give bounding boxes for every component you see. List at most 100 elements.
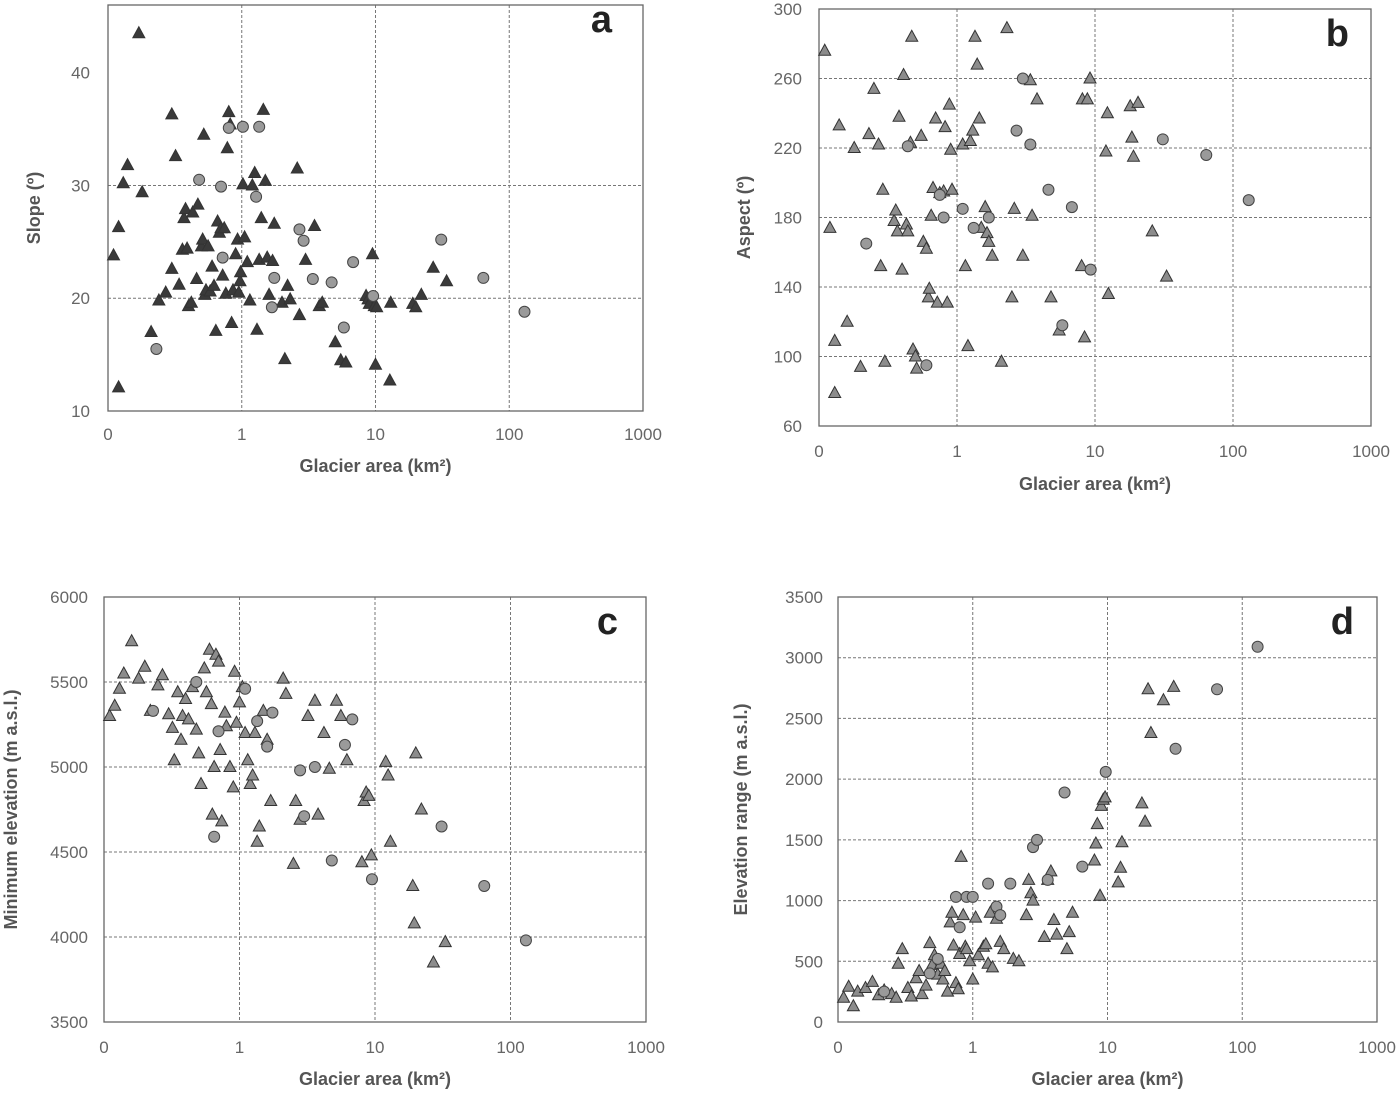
y-axis-title: Aspect (º)	[734, 176, 754, 260]
circle-point	[216, 251, 229, 264]
triangle-point	[904, 988, 919, 1002]
triangle-point	[1087, 852, 1102, 866]
circle-point	[878, 985, 891, 998]
triangle-point	[865, 974, 880, 987]
triangle-point	[827, 333, 842, 346]
panel-label: c	[597, 601, 618, 643]
x-tick-label: 1000	[1352, 442, 1390, 461]
triangle-point	[205, 807, 220, 820]
triangle-point	[378, 754, 393, 767]
triangle-point	[426, 954, 441, 968]
triangle-point	[276, 671, 291, 684]
triangle-point	[1077, 329, 1092, 343]
circle-point	[306, 273, 319, 286]
triangle-point	[298, 252, 313, 265]
circle-point	[1169, 742, 1182, 755]
triangle-point	[311, 807, 325, 820]
triangle-point	[328, 334, 343, 348]
circle-point	[212, 725, 225, 738]
triangle-point	[936, 971, 950, 985]
triangle-point	[383, 295, 398, 308]
triangle-point	[265, 253, 280, 267]
triangle-point	[909, 361, 924, 374]
triangle-point	[170, 684, 185, 698]
circle-point	[1016, 72, 1029, 85]
triangle-point	[204, 696, 219, 710]
circle-point	[1099, 765, 1112, 778]
circle-point	[478, 880, 491, 892]
triangle-point	[996, 941, 1011, 955]
triangle-point	[888, 203, 903, 216]
triangle-point	[994, 354, 1009, 367]
triangle-point	[189, 271, 204, 285]
triangle-point	[151, 677, 165, 691]
circle-point	[1024, 138, 1037, 151]
triangle-point	[945, 905, 959, 918]
triangle-point	[124, 633, 139, 647]
circle-point	[967, 221, 980, 234]
x-tick-label: 0	[833, 1038, 842, 1057]
triangle-point	[965, 123, 980, 136]
triangle-point	[1093, 888, 1107, 901]
x-tick-label: 100	[495, 425, 523, 444]
circle-point	[949, 890, 962, 903]
triangle-point	[355, 854, 369, 868]
circle-point	[222, 121, 235, 134]
circle-point	[1041, 873, 1054, 886]
triangle-point	[202, 642, 217, 655]
circle-point	[208, 830, 221, 843]
triangle-point	[1044, 289, 1058, 303]
triangle-point	[247, 165, 262, 179]
circle-point	[266, 706, 279, 719]
triangle-point	[256, 102, 271, 115]
triangle-point	[194, 776, 208, 789]
triangle-point	[1037, 929, 1052, 942]
triangle-point	[414, 801, 429, 815]
triangle-point	[408, 299, 423, 313]
circle-point	[933, 188, 946, 201]
y-tick-label: 10	[71, 402, 90, 421]
triangle-point	[185, 204, 200, 218]
circle-point	[1242, 194, 1255, 207]
triangle-point	[1135, 795, 1149, 809]
y-axis-title: Slope (º)	[24, 172, 44, 245]
triangle-point	[840, 314, 855, 327]
triangle-point	[338, 354, 353, 368]
triangle-point	[968, 29, 982, 42]
triangle-point	[1099, 143, 1113, 157]
triangle-point	[213, 742, 228, 755]
triangle-point	[968, 910, 983, 923]
circle-point	[920, 359, 933, 372]
circle-point	[966, 890, 979, 903]
triangle-point	[243, 776, 258, 789]
triangle-point	[958, 258, 973, 272]
triangle-point	[137, 659, 152, 672]
triangle-point	[961, 338, 975, 352]
circle-point	[239, 682, 252, 695]
circle-point	[1056, 319, 1069, 332]
y-tick-label: 1000	[785, 892, 823, 911]
x-tick-label: 1	[952, 442, 961, 461]
y-axis-title: Minimum elevation (m a.s.l.)	[1, 689, 21, 929]
triangle-point	[817, 43, 832, 56]
triangle-point	[904, 29, 919, 42]
triangle-point	[223, 759, 237, 772]
triangle-point	[226, 779, 241, 793]
triangle-point	[231, 285, 246, 298]
y-tick-label: 300	[774, 0, 802, 19]
triangle-point	[919, 241, 934, 254]
triangle-point	[873, 258, 888, 272]
circle-point	[193, 173, 206, 186]
triangle-point	[238, 725, 252, 738]
triangle-point	[172, 277, 186, 290]
y-tick-label: 4500	[50, 843, 88, 862]
triangle-point	[214, 813, 229, 827]
triangle-point	[164, 106, 179, 120]
circle-point	[150, 342, 163, 355]
triangle-point	[196, 127, 211, 140]
triangle-point	[215, 268, 230, 281]
circle-point	[1058, 786, 1071, 799]
circle-point	[1031, 833, 1044, 846]
triangle-point	[334, 708, 348, 721]
